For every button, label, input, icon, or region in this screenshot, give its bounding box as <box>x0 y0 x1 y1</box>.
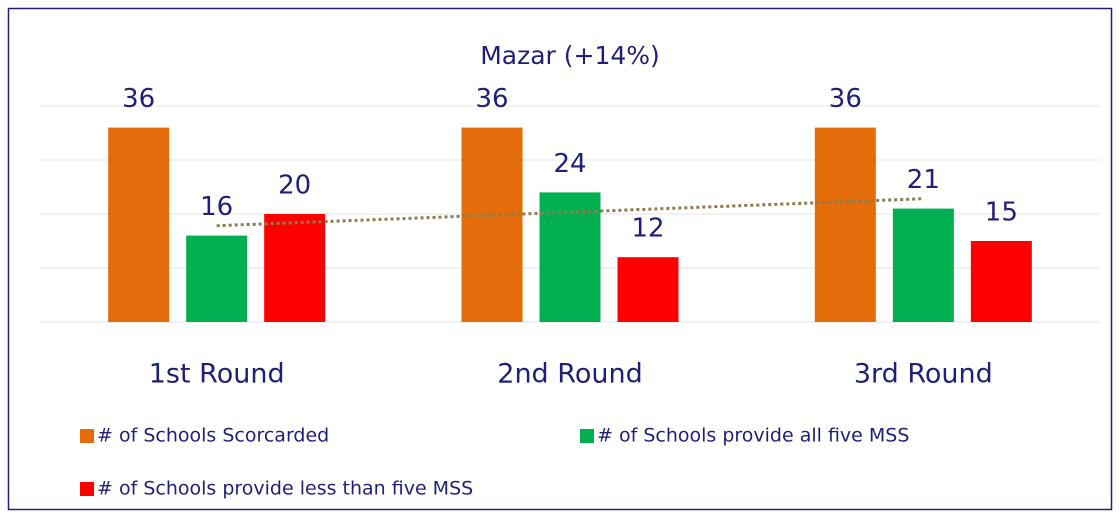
x-tick-label: 2nd Round <box>497 359 642 390</box>
bar <box>617 257 679 322</box>
legend-swatch <box>80 429 94 443</box>
bar <box>108 127 170 322</box>
data-label: 36 <box>122 84 155 114</box>
bar <box>892 208 954 322</box>
trendline <box>216 197 924 228</box>
data-label: 20 <box>278 171 311 201</box>
data-label: 16 <box>200 192 233 222</box>
legend-label: # of Schools provide less than five MSS <box>97 478 473 500</box>
x-tick-label: 3rd Round <box>854 359 993 390</box>
bar <box>814 127 876 322</box>
x-tick-label: 1st Round <box>149 359 285 390</box>
chart-title: Mazar (+14%) <box>480 41 660 70</box>
data-label: 21 <box>907 165 940 195</box>
data-label: 36 <box>475 84 508 114</box>
legend-label: # of Schools Scorcarded <box>97 425 329 447</box>
data-label: 36 <box>829 84 862 114</box>
bar <box>539 192 601 322</box>
bar <box>264 214 326 322</box>
legend-swatch <box>580 429 594 443</box>
bar <box>970 241 1032 322</box>
legend-swatch <box>80 482 94 496</box>
bar <box>186 235 248 322</box>
data-label: 12 <box>631 214 664 244</box>
data-label: 24 <box>553 149 586 179</box>
bar <box>461 127 523 322</box>
legend-label: # of Schools provide all five MSS <box>597 425 909 447</box>
data-label: 15 <box>985 198 1018 228</box>
